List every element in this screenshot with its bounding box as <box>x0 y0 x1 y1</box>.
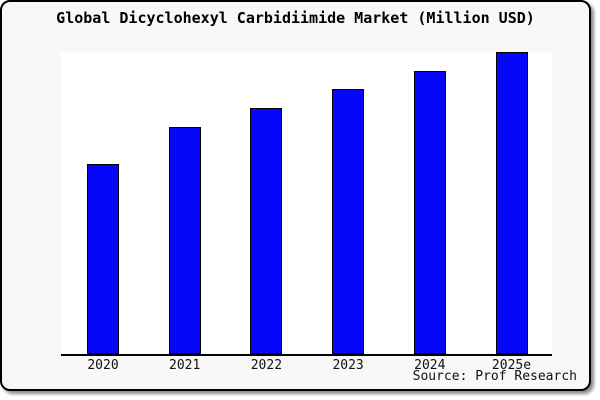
x-tick-label-2020: 2020 <box>87 358 119 373</box>
bar-2020 <box>87 164 119 354</box>
x-tick-label-2022: 2022 <box>250 358 283 373</box>
bar-2023 <box>332 88 365 354</box>
x-tick-label-2023: 2023 <box>332 358 364 373</box>
chart-frame: Global Dicyclohexyl Carbidiimide Market … <box>0 0 591 391</box>
bar-2024 <box>413 71 446 354</box>
x-tick-label-2025e: 2025e <box>491 358 532 373</box>
source-note: Source: Prof Research <box>412 369 577 384</box>
bar-2022 <box>250 108 283 354</box>
x-tick-label-2021: 2021 <box>169 358 201 373</box>
chart-title: Global Dicyclohexyl Carbidiimide Market … <box>56 9 535 27</box>
plot-area <box>61 52 552 356</box>
bar-2021 <box>168 126 201 354</box>
bar-2025e <box>495 52 528 354</box>
x-tick-label-2024: 2024 <box>414 358 446 373</box>
